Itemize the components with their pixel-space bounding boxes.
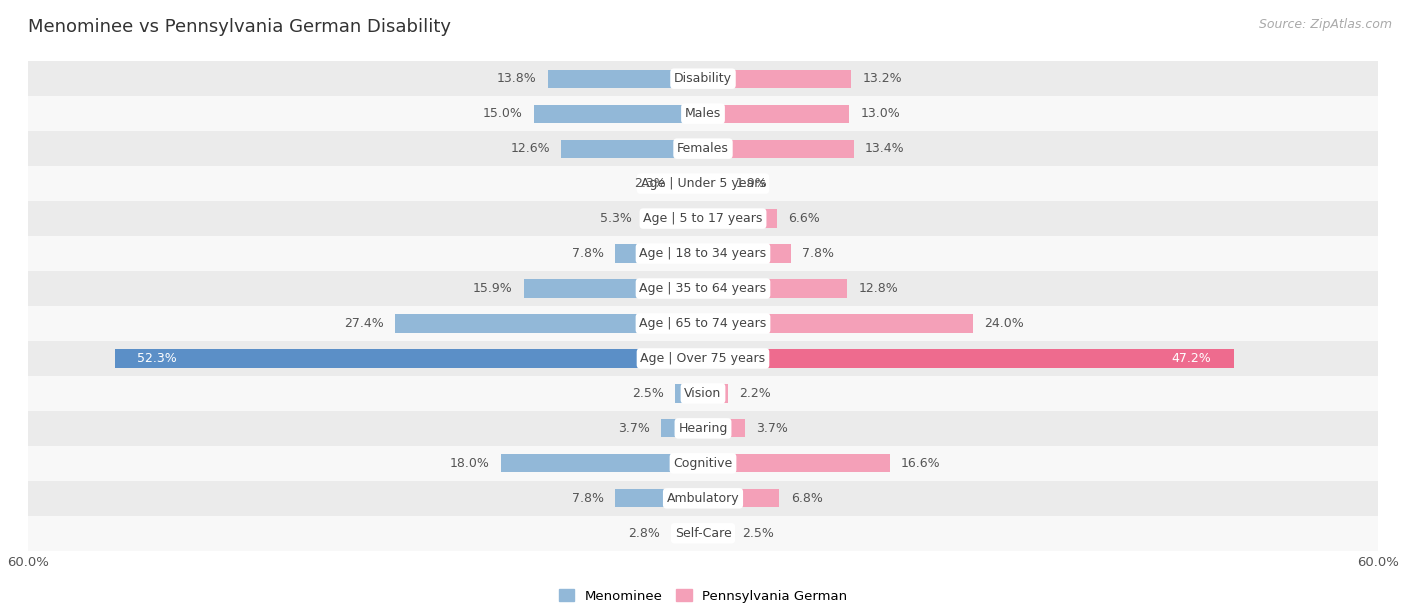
Text: Ambulatory: Ambulatory	[666, 492, 740, 505]
Text: 47.2%: 47.2%	[1171, 352, 1212, 365]
Text: Disability: Disability	[673, 72, 733, 85]
Bar	[703, 384, 728, 403]
Text: 15.0%: 15.0%	[484, 107, 523, 120]
Text: 2.5%: 2.5%	[742, 527, 775, 540]
Text: 12.8%: 12.8%	[858, 282, 898, 295]
Bar	[28, 481, 1378, 516]
Bar	[28, 341, 1378, 376]
Text: 7.8%: 7.8%	[572, 492, 605, 505]
Bar	[28, 131, 1378, 166]
Bar	[672, 524, 703, 542]
Text: 2.8%: 2.8%	[628, 527, 661, 540]
Text: 18.0%: 18.0%	[450, 457, 489, 470]
Bar	[28, 166, 1378, 201]
Text: 13.4%: 13.4%	[865, 142, 904, 155]
Bar	[115, 349, 703, 368]
Text: 5.3%: 5.3%	[600, 212, 633, 225]
Bar	[703, 524, 731, 542]
Text: 2.3%: 2.3%	[634, 177, 666, 190]
Bar	[703, 140, 853, 158]
Bar	[703, 349, 1234, 368]
Bar	[644, 209, 703, 228]
Bar	[395, 315, 703, 332]
Bar	[703, 174, 724, 193]
Bar	[678, 174, 703, 193]
Text: Self-Care: Self-Care	[675, 527, 731, 540]
Text: Hearing: Hearing	[678, 422, 728, 435]
Bar	[561, 140, 703, 158]
Text: Females: Females	[678, 142, 728, 155]
Bar	[703, 315, 973, 332]
Bar	[28, 446, 1378, 481]
Text: 6.8%: 6.8%	[790, 492, 823, 505]
Bar	[661, 419, 703, 438]
Bar	[703, 419, 745, 438]
Bar	[703, 244, 790, 263]
Legend: Menominee, Pennsylvania German: Menominee, Pennsylvania German	[553, 584, 853, 608]
Bar	[548, 70, 703, 88]
Text: 2.5%: 2.5%	[631, 387, 664, 400]
Bar	[534, 105, 703, 123]
Text: 52.3%: 52.3%	[138, 352, 177, 365]
Bar	[675, 384, 703, 403]
Text: 7.8%: 7.8%	[572, 247, 605, 260]
Text: Age | Under 5 years: Age | Under 5 years	[641, 177, 765, 190]
Text: 6.6%: 6.6%	[789, 212, 820, 225]
Text: 13.0%: 13.0%	[860, 107, 900, 120]
Bar	[703, 489, 779, 507]
Bar	[616, 244, 703, 263]
Text: 27.4%: 27.4%	[344, 317, 384, 330]
Text: 16.6%: 16.6%	[901, 457, 941, 470]
Bar	[703, 209, 778, 228]
Text: Vision: Vision	[685, 387, 721, 400]
Bar	[524, 280, 703, 297]
Text: Age | 5 to 17 years: Age | 5 to 17 years	[644, 212, 762, 225]
Text: 2.2%: 2.2%	[740, 387, 770, 400]
Bar	[28, 96, 1378, 131]
Text: 1.9%: 1.9%	[735, 177, 768, 190]
Text: Age | 18 to 34 years: Age | 18 to 34 years	[640, 247, 766, 260]
Text: 12.6%: 12.6%	[510, 142, 550, 155]
Bar	[501, 454, 703, 472]
Bar	[28, 411, 1378, 446]
Text: 3.7%: 3.7%	[756, 422, 787, 435]
Bar	[28, 306, 1378, 341]
Bar	[703, 280, 846, 297]
Text: 13.2%: 13.2%	[863, 72, 903, 85]
Text: Age | 65 to 74 years: Age | 65 to 74 years	[640, 317, 766, 330]
Text: 24.0%: 24.0%	[984, 317, 1024, 330]
Bar	[28, 236, 1378, 271]
Text: Menominee vs Pennsylvania German Disability: Menominee vs Pennsylvania German Disabil…	[28, 18, 451, 36]
Bar	[703, 454, 890, 472]
Bar	[28, 271, 1378, 306]
Text: 13.8%: 13.8%	[496, 72, 537, 85]
Bar	[28, 201, 1378, 236]
Text: 15.9%: 15.9%	[474, 282, 513, 295]
Bar	[28, 376, 1378, 411]
Text: Age | 35 to 64 years: Age | 35 to 64 years	[640, 282, 766, 295]
Text: 3.7%: 3.7%	[619, 422, 650, 435]
Bar	[703, 105, 849, 123]
Text: Age | Over 75 years: Age | Over 75 years	[641, 352, 765, 365]
Bar	[28, 516, 1378, 551]
Bar	[616, 489, 703, 507]
Text: Source: ZipAtlas.com: Source: ZipAtlas.com	[1258, 18, 1392, 31]
Bar	[703, 70, 852, 88]
Bar	[28, 61, 1378, 96]
Text: Males: Males	[685, 107, 721, 120]
Text: 7.8%: 7.8%	[801, 247, 834, 260]
Text: Cognitive: Cognitive	[673, 457, 733, 470]
